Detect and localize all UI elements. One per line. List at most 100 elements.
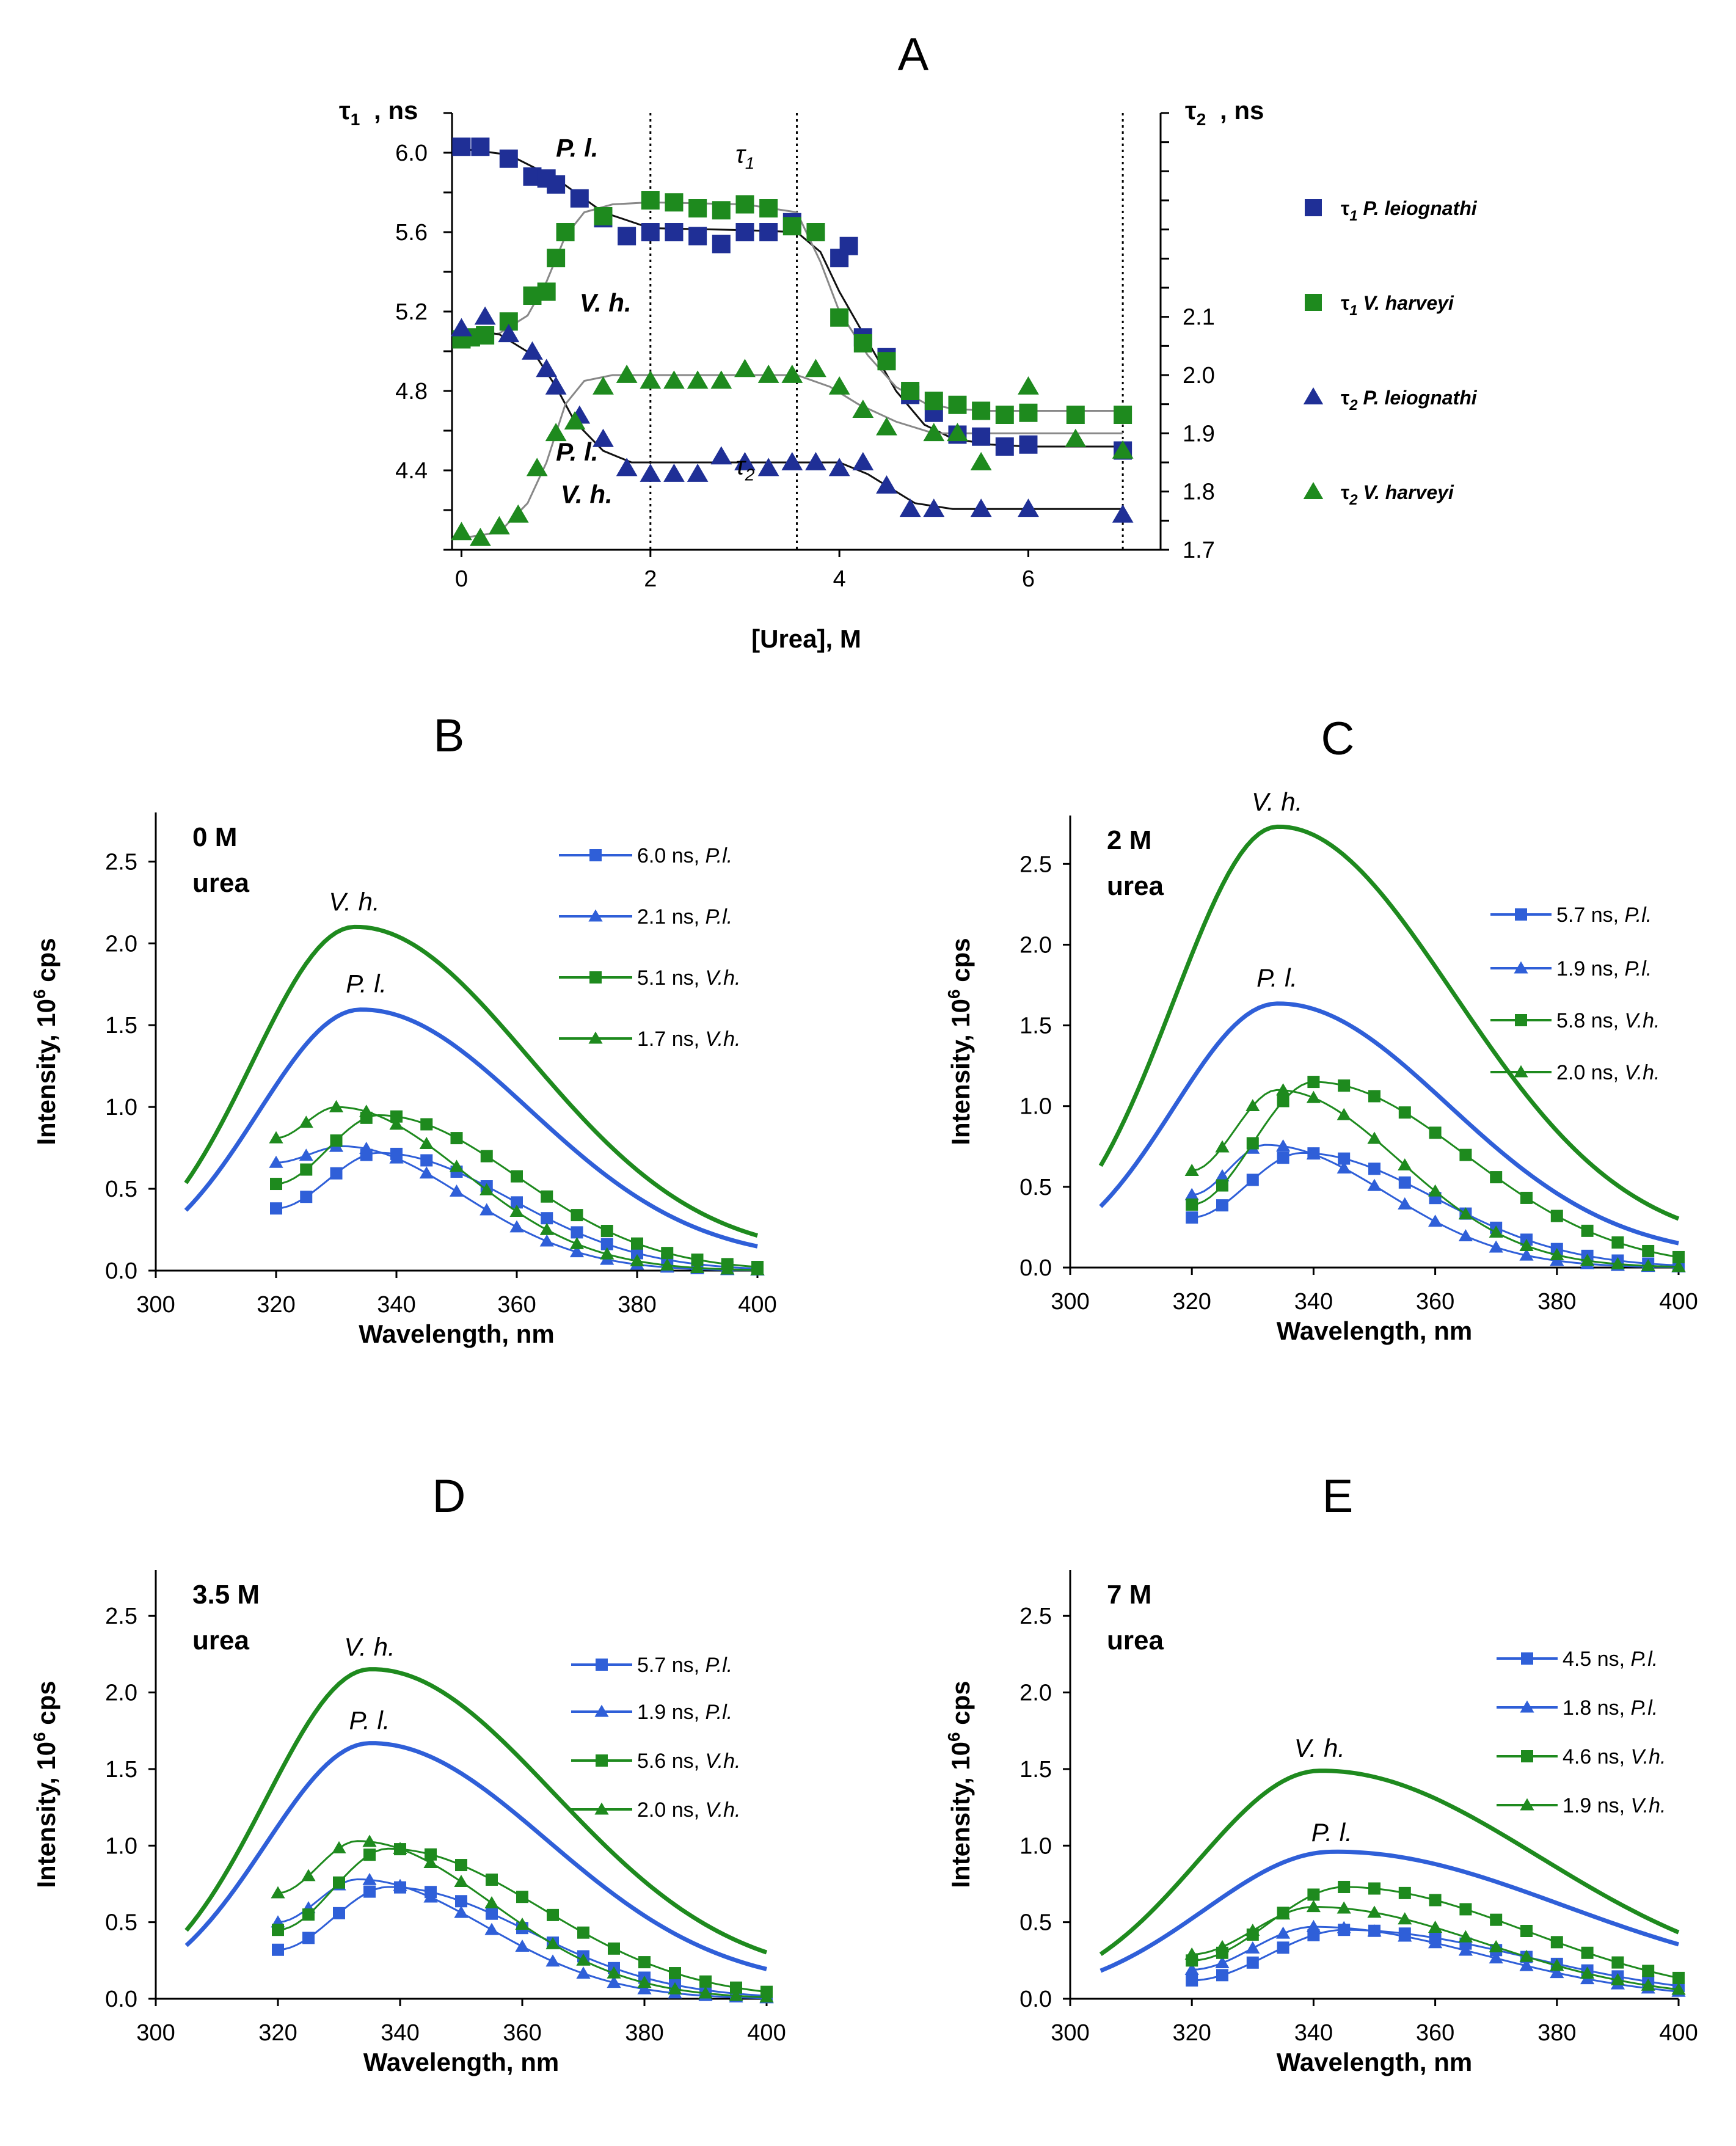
b-component-1-point-9 xyxy=(539,1234,554,1247)
e-legend-label-2: 4.6 ns, V.h. xyxy=(1563,1745,1666,1768)
c-ytick-label: 0.0 xyxy=(1019,1255,1052,1281)
a-xtick-label: 0 xyxy=(455,566,468,592)
a-point-1-11 xyxy=(688,199,707,217)
b-ytick-label: 0.0 xyxy=(105,1258,137,1284)
a-annotation-1: V. h. xyxy=(580,288,632,317)
c-xtick-label: 320 xyxy=(1172,1289,1211,1315)
d-legend-marker-3 xyxy=(594,1802,609,1815)
a-point-3-1 xyxy=(470,527,491,546)
a-point-2-0 xyxy=(451,318,472,337)
a-point-1-9 xyxy=(641,191,660,210)
d-component-2-point-14 xyxy=(699,1975,712,1988)
e-component-1-point-5 xyxy=(1337,1921,1351,1933)
a-point-3-21 xyxy=(947,423,968,442)
a-point-0-26 xyxy=(1019,435,1038,454)
c-ytick-label: 2.0 xyxy=(1019,932,1052,958)
a-point-2-2 xyxy=(498,324,520,343)
a-legend-label-0: τ1 P. leiognathi xyxy=(1341,197,1478,224)
a-point-3-10 xyxy=(663,370,685,389)
c-component-2-point-2 xyxy=(1246,1137,1259,1150)
b-component-3-point-15 xyxy=(720,1262,735,1275)
d-legend-marker-0 xyxy=(596,1659,608,1671)
a-point-1-7 xyxy=(556,223,575,241)
a-ytick-right-label: 1.8 xyxy=(1183,480,1215,505)
a-point-3-22 xyxy=(970,451,992,470)
a-point-3-17 xyxy=(828,376,850,395)
a-point-0-24 xyxy=(972,427,991,446)
b-condition-line2: urea xyxy=(192,868,249,898)
d-legend-label-2: 5.6 ns, V.h. xyxy=(637,1750,740,1773)
d-legend-marker-2 xyxy=(596,1754,608,1767)
e-component-2-point-13 xyxy=(1581,1946,1594,1959)
b-xtick-label: 300 xyxy=(136,1292,175,1318)
panel-d: D 300 320 340 360 380 400 0.0 0.5 1.0 1.5 2.0 2.5 Wav… xyxy=(30,1470,786,2076)
b-component-3-point-12 xyxy=(630,1254,644,1266)
a-point-2-4 xyxy=(536,359,558,378)
e-component-0-point-2 xyxy=(1246,1956,1259,1969)
a-point-2-15 xyxy=(781,451,803,470)
c-legend-label-0: 5.7 ns, P.l. xyxy=(1556,903,1652,927)
d-y-axis-label: Intensity, 106 cps xyxy=(30,1681,60,1888)
d-xtick-label: 300 xyxy=(136,2020,175,2046)
e-component-0-point-1 xyxy=(1216,1969,1228,1982)
d-xtick-label: 320 xyxy=(258,2020,297,2046)
panel-label-d: D xyxy=(432,1470,466,1522)
a-legend-marker-1 xyxy=(1305,294,1322,311)
a-point-0-10 xyxy=(665,223,684,241)
a-point-1-25 xyxy=(1019,403,1038,422)
a-annotation-3: V. h. xyxy=(561,480,613,509)
d-total-curve-0 xyxy=(184,1667,768,1955)
b-legend-marker-1 xyxy=(588,909,603,922)
a-point-2-12 xyxy=(710,446,732,465)
c-legend-marker-1 xyxy=(1514,961,1528,974)
d-component-1-point-9 xyxy=(545,1954,560,1967)
d-component-3-point-6 xyxy=(454,1875,469,1887)
c-component-2-point-15 xyxy=(1642,1244,1655,1257)
e-component-2-point-12 xyxy=(1550,1936,1563,1949)
b-ytick-label: 2.0 xyxy=(105,931,137,957)
a-point-2-5 xyxy=(545,376,567,395)
d-component-2-point-8 xyxy=(516,1891,528,1903)
b-component-2-point-11 xyxy=(600,1225,613,1238)
b-component-1-point-6 xyxy=(449,1184,464,1197)
d-xtick-label: 380 xyxy=(625,2020,663,2046)
c-component-2-point-4 xyxy=(1307,1076,1320,1089)
c-component-0-point-7 xyxy=(1398,1176,1411,1189)
a-ytick-right-label: 1.9 xyxy=(1183,421,1215,447)
d-component-0-point-0 xyxy=(272,1943,284,1956)
a-point-0-12 xyxy=(712,235,731,254)
d-component-3-point-8 xyxy=(515,1917,530,1930)
panel-label-a: A xyxy=(898,29,929,81)
a-point-3-2 xyxy=(488,516,510,535)
e-legend-marker-3 xyxy=(1520,1798,1534,1811)
b-curve-label-1: P. l. xyxy=(346,969,387,998)
a-ytick-left-label: 6.0 xyxy=(395,141,428,166)
b-component-3-point-14 xyxy=(690,1261,705,1274)
e-ytick-label: 0.5 xyxy=(1019,1910,1052,1936)
d-component-1-point-12 xyxy=(637,1982,652,1995)
d-ytick-label: 0.0 xyxy=(105,1987,137,2012)
b-component-2-point-1 xyxy=(300,1163,313,1176)
c-component-2-point-13 xyxy=(1581,1224,1594,1237)
b-component-2-point-0 xyxy=(270,1178,282,1191)
e-y-axis-label: Intensity, 106 cps xyxy=(944,1681,975,1888)
a-point-3-0 xyxy=(451,522,472,541)
e-legend-marker-2 xyxy=(1521,1750,1533,1762)
d-ytick-label: 2.0 xyxy=(105,1681,137,1706)
a-legend-marker-2 xyxy=(1303,387,1324,404)
c-component-3-point-11 xyxy=(1519,1239,1534,1251)
panel-label-c: C xyxy=(1321,713,1355,765)
d-component-3-point-12 xyxy=(637,1976,652,1988)
a-point-1-14 xyxy=(759,199,778,217)
c-legend-label-2: 5.8 ns, V.h. xyxy=(1556,1009,1660,1032)
a-point-1-5 xyxy=(537,282,556,301)
e-component-2-point-14 xyxy=(1611,1956,1624,1969)
e-component-1-point-4 xyxy=(1306,1919,1321,1932)
a-point-1-12 xyxy=(712,201,731,220)
d-component-0-point-3 xyxy=(363,1885,376,1898)
a-xtick-label: 2 xyxy=(644,566,657,592)
c-condition-line1: 2 M xyxy=(1107,825,1151,855)
b-component-2-point-10 xyxy=(571,1209,583,1222)
b-component-curve-3 xyxy=(275,1106,758,1271)
a-point-0-11 xyxy=(688,227,707,246)
